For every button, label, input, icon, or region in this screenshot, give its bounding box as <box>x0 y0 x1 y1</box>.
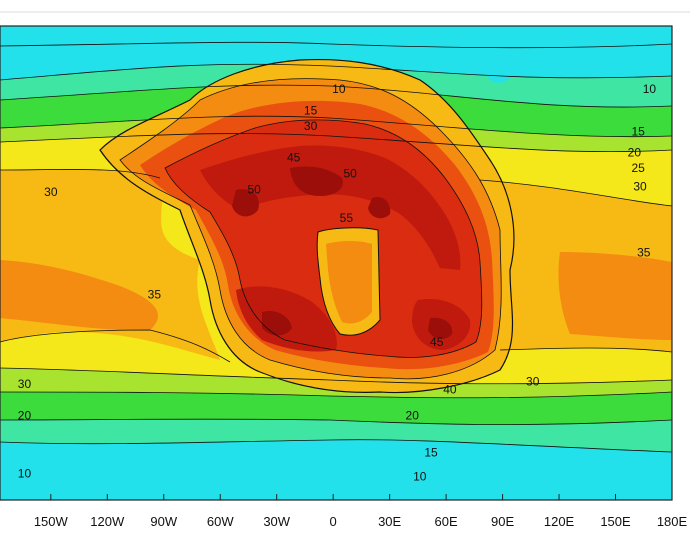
x-tick-label: 120E <box>544 514 575 529</box>
contour-label: 45 <box>430 335 444 349</box>
contour-label: 10 <box>643 82 657 96</box>
contour-label: 50 <box>247 182 261 196</box>
contour-label: 10 <box>413 469 427 483</box>
ocean-contours <box>0 41 672 453</box>
contour-label: 20 <box>406 409 420 423</box>
inland-sea-outline <box>316 227 381 336</box>
x-axis-ticks <box>50 494 673 500</box>
contour-labels: 10 10 15 15 20 25 30 30 30 35 35 45 50 50 55 45 40 30 20 15… <box>18 82 657 483</box>
plot-frame <box>0 25 673 501</box>
contour-50-line <box>164 119 483 358</box>
contour-label: 40 <box>443 382 457 396</box>
x-tick-label: 90W <box>150 514 177 529</box>
contour-label: 10 <box>18 467 32 481</box>
band-t40-east <box>558 252 672 340</box>
contour-label: 10 <box>332 82 346 96</box>
x-tick-label: 90E <box>491 514 514 529</box>
contour-label: 30 <box>18 377 32 391</box>
contour-label: 30 <box>304 119 318 133</box>
contour-label: 30 <box>44 185 58 199</box>
contour-label: 45 <box>287 151 301 165</box>
x-axis-labels: 150W 120W 90W 60W 30W 0 30E 60E 90E 120E 150E 180E <box>34 514 688 529</box>
x-tick-label: 150E <box>600 514 631 529</box>
x-tick-label: 150W <box>34 514 69 529</box>
x-tick-label: 0 <box>330 514 337 529</box>
contour-label: 15 <box>424 446 438 460</box>
x-tick-label: 30E <box>378 514 401 529</box>
x-tick-label: 120W <box>90 514 125 529</box>
contour-label: 35 <box>148 288 162 302</box>
contour-label: 50 <box>343 166 357 180</box>
x-tick-label: 60E <box>435 514 458 529</box>
contour-label: 20 <box>628 145 642 159</box>
continent-t55 <box>200 145 471 352</box>
plot-area: 10 10 15 15 20 25 30 30 30 35 35 45 50 50 55 45 40 30 20 15… <box>0 26 672 500</box>
contour-label: 15 <box>304 103 318 117</box>
contour-label: 15 <box>631 124 645 138</box>
contour-label: 55 <box>340 211 354 225</box>
band-t40-west <box>0 260 159 331</box>
x-tick-label: 180E <box>657 514 688 529</box>
contour-label: 20 <box>18 409 32 423</box>
x-tick-label: 30W <box>263 514 290 529</box>
coastline <box>99 58 515 394</box>
continent <box>99 57 515 394</box>
contour-label: 30 <box>526 375 540 389</box>
x-tick-label: 60W <box>207 514 234 529</box>
inland-sea-core <box>326 241 372 324</box>
contour-label: 30 <box>633 180 647 194</box>
contour-label: 25 <box>631 161 645 175</box>
contour-label: 35 <box>637 245 651 259</box>
contour-40-line <box>119 78 502 380</box>
continent-t60 <box>232 166 453 339</box>
